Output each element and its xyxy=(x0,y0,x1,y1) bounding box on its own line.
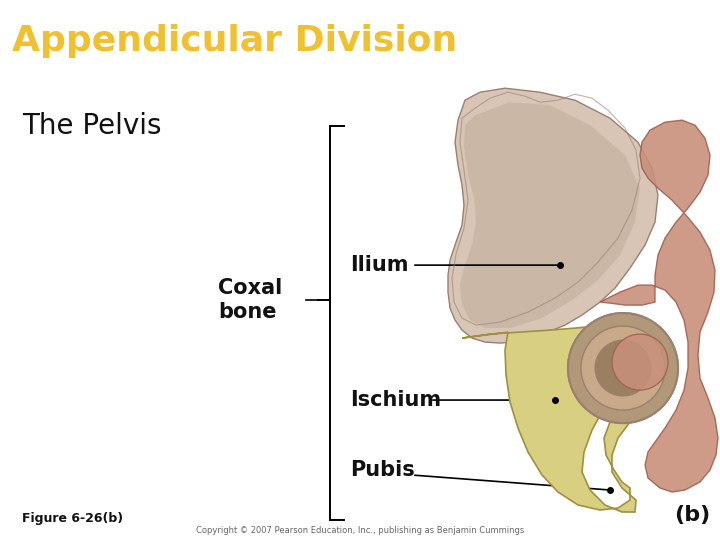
Polygon shape xyxy=(462,326,648,512)
Circle shape xyxy=(568,313,678,423)
Text: Pubis: Pubis xyxy=(350,460,415,480)
Circle shape xyxy=(568,313,678,423)
Circle shape xyxy=(581,326,665,410)
Circle shape xyxy=(581,326,665,410)
Text: Figure 6-26(b): Figure 6-26(b) xyxy=(22,512,123,525)
Text: The Pelvis: The Pelvis xyxy=(22,112,161,140)
Circle shape xyxy=(595,340,651,396)
Polygon shape xyxy=(448,88,658,343)
Polygon shape xyxy=(600,120,718,492)
Text: Ilium: Ilium xyxy=(350,255,408,275)
Circle shape xyxy=(612,334,668,390)
Text: (b): (b) xyxy=(674,505,710,525)
Text: Appendicular Division: Appendicular Division xyxy=(12,24,456,58)
Text: Copyright © 2007 Pearson Education, Inc., publishing as Benjamin Cummings: Copyright © 2007 Pearson Education, Inc.… xyxy=(196,526,524,535)
Circle shape xyxy=(608,335,668,395)
Polygon shape xyxy=(460,102,640,328)
Circle shape xyxy=(595,340,651,396)
Text: Coxal
bone: Coxal bone xyxy=(218,278,282,322)
Text: Ischium: Ischium xyxy=(350,390,441,410)
